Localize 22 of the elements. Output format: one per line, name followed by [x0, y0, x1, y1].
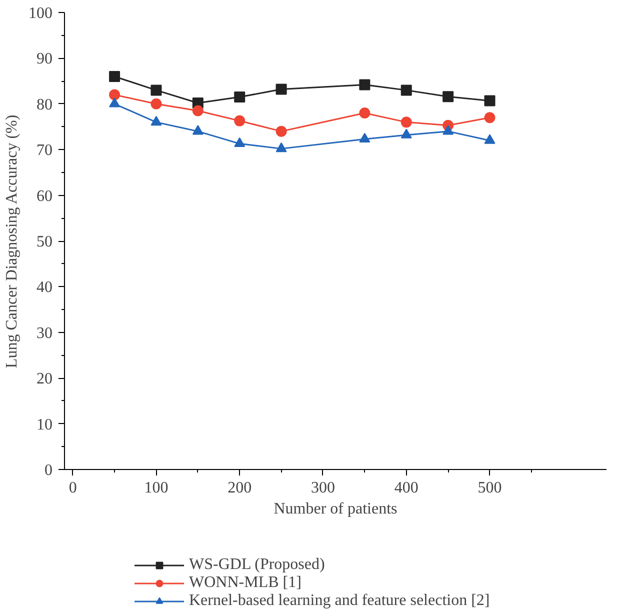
y-tick-label: 50 [36, 234, 52, 250]
y-tick-label: 80 [36, 96, 52, 114]
y-axis-title: Lung Cancer Diagnosing Accuracy (%) [4, 114, 20, 368]
y-tick-label: 60 [36, 188, 52, 205]
y-tick-label: 0 [44, 462, 52, 479]
x-tick-label: 0 [68, 480, 77, 496]
y-tick-label: 70 [36, 142, 52, 160]
x-tick-label: 400 [394, 480, 418, 496]
y-tick-label: 30 [36, 324, 52, 342]
y-tick-label: 100 [28, 5, 52, 22]
y-tick-label: 10 [36, 416, 52, 434]
y-tick-label: 20 [36, 370, 52, 388]
legend-label: WONN-MLB [1] [189, 574, 302, 592]
x-tick-label: 100 [144, 480, 168, 496]
legend-label: WS-GDL (Proposed) [189, 556, 325, 574]
x-axis-title: Number of patients [274, 500, 398, 518]
x-tick-label: 300 [310, 480, 335, 496]
y-tick-label: 90 [36, 50, 52, 68]
y-tick-label: 40 [36, 279, 52, 296]
x-tick-label: 200 [228, 480, 252, 496]
legend-label: Kernel-based learning and feature selection [2] [189, 592, 490, 610]
x-tick-label: 500 [478, 480, 502, 496]
